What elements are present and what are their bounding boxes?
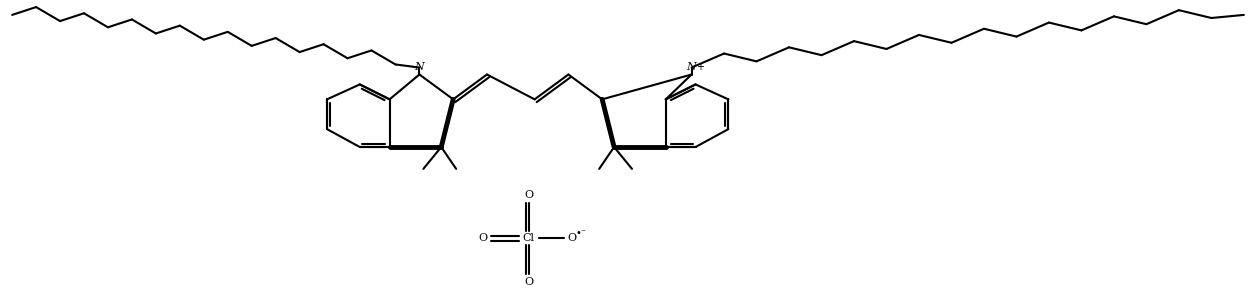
Text: N: N bbox=[414, 62, 424, 71]
Text: N: N bbox=[686, 62, 697, 71]
Text: O: O bbox=[525, 277, 533, 287]
Text: Cl: Cl bbox=[522, 233, 535, 243]
Text: O: O bbox=[567, 233, 577, 243]
Text: O: O bbox=[525, 190, 533, 200]
Text: •⁻: •⁻ bbox=[576, 228, 587, 238]
Text: +: + bbox=[697, 62, 704, 71]
Text: O: O bbox=[478, 233, 487, 243]
